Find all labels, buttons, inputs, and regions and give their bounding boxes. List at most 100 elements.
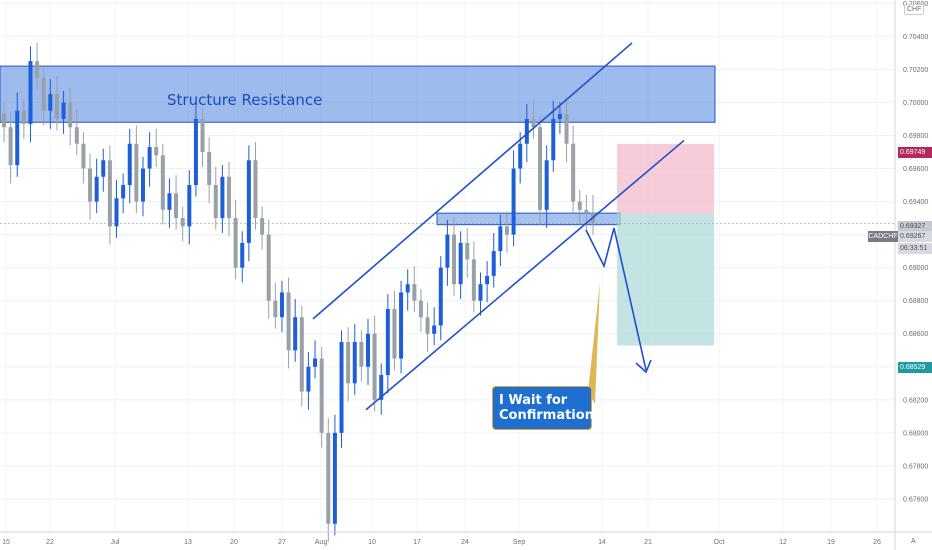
- candle-body: [293, 317, 298, 351]
- candle-body: [352, 342, 357, 384]
- candle-body: [68, 102, 73, 128]
- candle-body: [438, 267, 443, 326]
- candle-body: [405, 284, 410, 293]
- candle-body: [365, 333, 370, 367]
- channel-lower-line: [365, 139, 685, 411]
- date-tick-label: Sep: [513, 539, 526, 546]
- candle-body: [346, 342, 351, 384]
- channel-upper-line: [312, 42, 633, 320]
- candle-body: [432, 325, 437, 334]
- candle-body: [538, 127, 543, 210]
- arrow-head: [635, 359, 652, 374]
- date-tick-label: 19: [827, 539, 835, 546]
- candle-body: [54, 94, 59, 119]
- candle-body: [425, 317, 430, 334]
- candle-body: [246, 160, 251, 243]
- candle-body: [21, 110, 26, 124]
- candle-body: [260, 218, 265, 235]
- candle-body: [240, 242, 245, 268]
- currency-tag[interactable]: CHF: [904, 4, 925, 15]
- candle-body: [273, 300, 278, 318]
- candle-body: [61, 102, 66, 119]
- candle-body: [28, 61, 33, 124]
- candle-body: [504, 226, 509, 235]
- candle-body: [359, 342, 364, 367]
- zones: [0, 65, 895, 346]
- date-tick-label: 24: [461, 539, 469, 546]
- candle-body: [332, 432, 337, 524]
- candle-body: [127, 143, 132, 186]
- symbol-badge: CADCHF: [868, 231, 898, 242]
- candle-body: [88, 168, 93, 202]
- candle-body: [114, 198, 119, 227]
- candle-body: [207, 152, 212, 186]
- price-tick-label: 0.67600: [903, 496, 928, 503]
- candle-body: [392, 308, 397, 359]
- auto-scale-toggle[interactable]: A: [911, 538, 916, 545]
- date-tick-label: 12: [779, 539, 787, 546]
- candle-body: [551, 118, 556, 161]
- price-tick-label: 0.68600: [903, 331, 928, 338]
- candle-body: [412, 284, 417, 301]
- candle-body: [140, 168, 145, 202]
- candle-body: [524, 118, 529, 144]
- candle-body: [74, 127, 79, 144]
- date-tick-label: Oct: [714, 539, 725, 546]
- projection-arrows: [585, 227, 652, 404]
- candle-body: [266, 234, 271, 301]
- candle-body: [2, 114, 6, 128]
- date-tick-label: 21: [644, 539, 652, 546]
- candle-body: [385, 308, 390, 376]
- candle-body: [134, 143, 139, 202]
- price-tick-label: 0.68800: [903, 298, 928, 305]
- price-badge: 0.69327: [898, 221, 932, 232]
- candle-body: [174, 193, 179, 219]
- candle-body: [220, 176, 225, 219]
- candle-body: [452, 234, 457, 285]
- price-badge: 0.69267: [898, 231, 932, 242]
- price-tick-label: 0.69000: [903, 265, 928, 272]
- candle-body: [180, 218, 185, 227]
- candle-body: [399, 292, 404, 359]
- candle-body: [571, 143, 576, 202]
- date-tick-label: 27: [278, 539, 286, 546]
- candle-body: [286, 292, 291, 351]
- candle-body: [319, 358, 324, 433]
- candle-body: [299, 317, 304, 392]
- price-tick-label: 0.67800: [903, 463, 928, 470]
- price-badge: 06:33:51: [898, 243, 932, 254]
- candle-body: [101, 160, 106, 177]
- candle-body: [306, 366, 311, 392]
- candle-body: [35, 61, 40, 78]
- date-tick-label: 15: [2, 539, 10, 546]
- candle-body: [200, 118, 205, 152]
- candle-body: [485, 275, 490, 285]
- price-badge: 0.68529: [898, 362, 932, 373]
- candle-body: [471, 259, 476, 301]
- candle-body: [491, 251, 496, 276]
- candle-body: [233, 218, 238, 268]
- candle-body: [147, 147, 152, 169]
- candle-body: [326, 432, 331, 524]
- candle-body: [518, 143, 523, 169]
- candle-body: [213, 185, 218, 219]
- candle-body: [8, 127, 13, 166]
- confirmation-callout: I Wait for Confirmation: [492, 386, 594, 430]
- price-tick-label: 0.70200: [903, 67, 928, 74]
- candle-body: [81, 143, 86, 169]
- price-tick-label: 0.68200: [903, 397, 928, 404]
- candle-body: [418, 300, 423, 318]
- stop-loss-zone: [617, 143, 714, 214]
- candle-body: [564, 114, 569, 144]
- candle-body: [544, 160, 549, 210]
- candle-body: [498, 226, 503, 252]
- price-tick-label: 0.70400: [903, 34, 928, 41]
- channel-lines: [312, 42, 685, 411]
- date-tick-label: 14: [598, 539, 606, 546]
- callout-line-2: Confirmation: [499, 408, 594, 423]
- price-tick-label: 0.69400: [903, 199, 928, 206]
- candle-body: [167, 193, 172, 210]
